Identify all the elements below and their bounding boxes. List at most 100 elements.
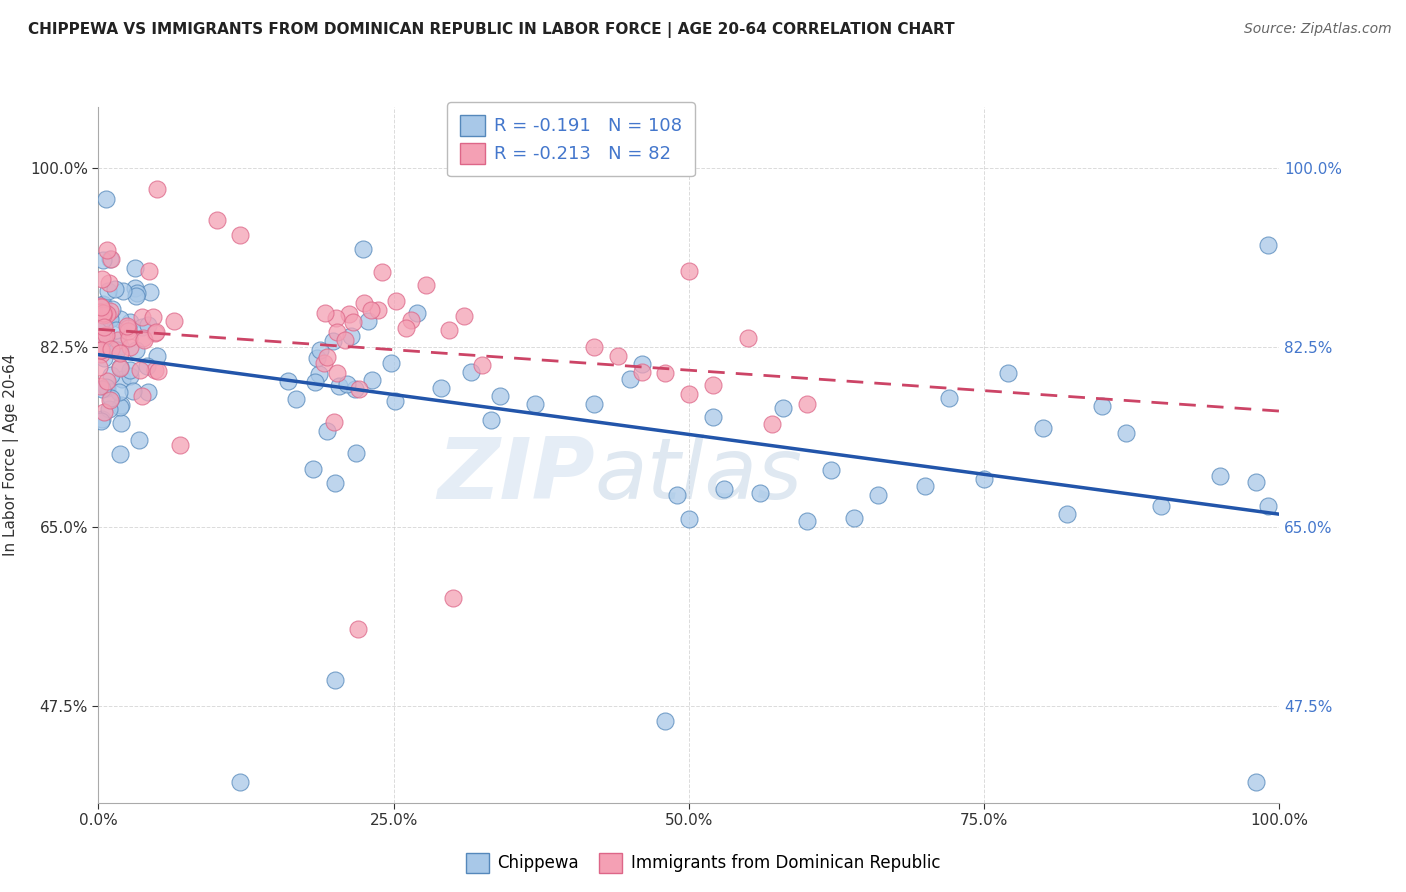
Point	[323, 415, 346, 429]
Point	[938, 391, 960, 405]
Point	[90, 300, 112, 314]
Point	[713, 482, 735, 496]
Point	[1244, 775, 1267, 789]
Point	[384, 394, 406, 409]
Point	[90, 297, 112, 311]
Point	[89, 359, 111, 374]
Point	[108, 384, 131, 399]
Point	[143, 362, 166, 376]
Point	[308, 343, 330, 357]
Point	[326, 325, 349, 339]
Point	[146, 349, 169, 363]
Point	[108, 339, 131, 353]
Point	[361, 373, 384, 387]
Point	[142, 310, 165, 325]
Point	[323, 673, 346, 687]
Point	[1244, 475, 1267, 490]
Point	[316, 425, 339, 439]
Point	[914, 479, 936, 493]
Point	[205, 212, 228, 227]
Point	[748, 486, 770, 500]
Point	[98, 393, 121, 408]
Point	[429, 381, 451, 395]
Point	[315, 350, 337, 364]
Point	[91, 332, 114, 346]
Point	[772, 401, 794, 415]
Point	[1257, 238, 1279, 252]
Text: CHIPPEWA VS IMMIGRANTS FROM DOMINICAN REPUBLIC IN LABOR FORCE | AGE 20-64 CORREL: CHIPPEWA VS IMMIGRANTS FROM DOMINICAN RE…	[28, 22, 955, 38]
Point	[100, 301, 122, 316]
Point	[145, 325, 167, 339]
Point	[104, 282, 127, 296]
Point	[796, 397, 818, 411]
Point	[117, 321, 139, 335]
Point	[91, 252, 114, 267]
Point	[108, 346, 131, 360]
Point	[124, 281, 146, 295]
Point	[111, 372, 134, 386]
Point	[138, 385, 160, 400]
Point	[702, 410, 724, 425]
Point	[100, 343, 122, 357]
Point	[110, 399, 132, 413]
Point	[104, 323, 127, 337]
Point	[98, 312, 121, 326]
Point	[342, 315, 364, 329]
Point	[1091, 399, 1114, 413]
Point	[96, 192, 118, 206]
Point	[654, 714, 676, 728]
Point	[124, 343, 146, 358]
Point	[1209, 468, 1232, 483]
Point	[471, 358, 494, 372]
Text: ZIP: ZIP	[437, 434, 595, 517]
Point	[820, 463, 842, 477]
Point	[97, 284, 120, 298]
Point	[1056, 507, 1078, 521]
Point	[353, 296, 375, 310]
Point	[89, 305, 111, 319]
Point	[357, 314, 380, 328]
Point	[405, 306, 427, 320]
Point	[607, 349, 630, 363]
Point	[349, 382, 371, 396]
Point	[129, 363, 152, 377]
Y-axis label: In Labor Force | Age 20-64: In Labor Force | Age 20-64	[3, 354, 18, 556]
Point	[1150, 499, 1173, 513]
Point	[630, 365, 652, 379]
Point	[91, 297, 114, 311]
Point	[105, 343, 128, 357]
Point	[415, 278, 437, 293]
Point	[380, 356, 402, 370]
Point	[118, 331, 141, 345]
Point	[333, 333, 356, 347]
Point	[93, 305, 115, 319]
Point	[654, 366, 676, 380]
Point	[118, 363, 141, 377]
Point	[678, 512, 700, 526]
Point	[678, 387, 700, 401]
Point	[120, 340, 142, 354]
Point	[131, 331, 153, 345]
Point	[229, 775, 252, 789]
Point	[96, 379, 118, 393]
Point	[131, 310, 153, 324]
Point	[146, 182, 169, 196]
Point	[169, 438, 191, 452]
Point	[97, 401, 120, 416]
Point	[131, 389, 153, 403]
Point	[94, 327, 117, 342]
Point	[98, 303, 121, 318]
Point	[973, 472, 995, 486]
Point	[96, 381, 118, 395]
Point	[229, 227, 252, 242]
Point	[93, 320, 115, 334]
Point	[630, 358, 652, 372]
Point	[125, 285, 148, 300]
Point	[108, 400, 131, 414]
Point	[1115, 425, 1137, 440]
Point	[302, 462, 325, 476]
Point	[131, 320, 153, 334]
Point	[702, 378, 724, 392]
Point	[479, 412, 502, 426]
Point	[796, 514, 818, 528]
